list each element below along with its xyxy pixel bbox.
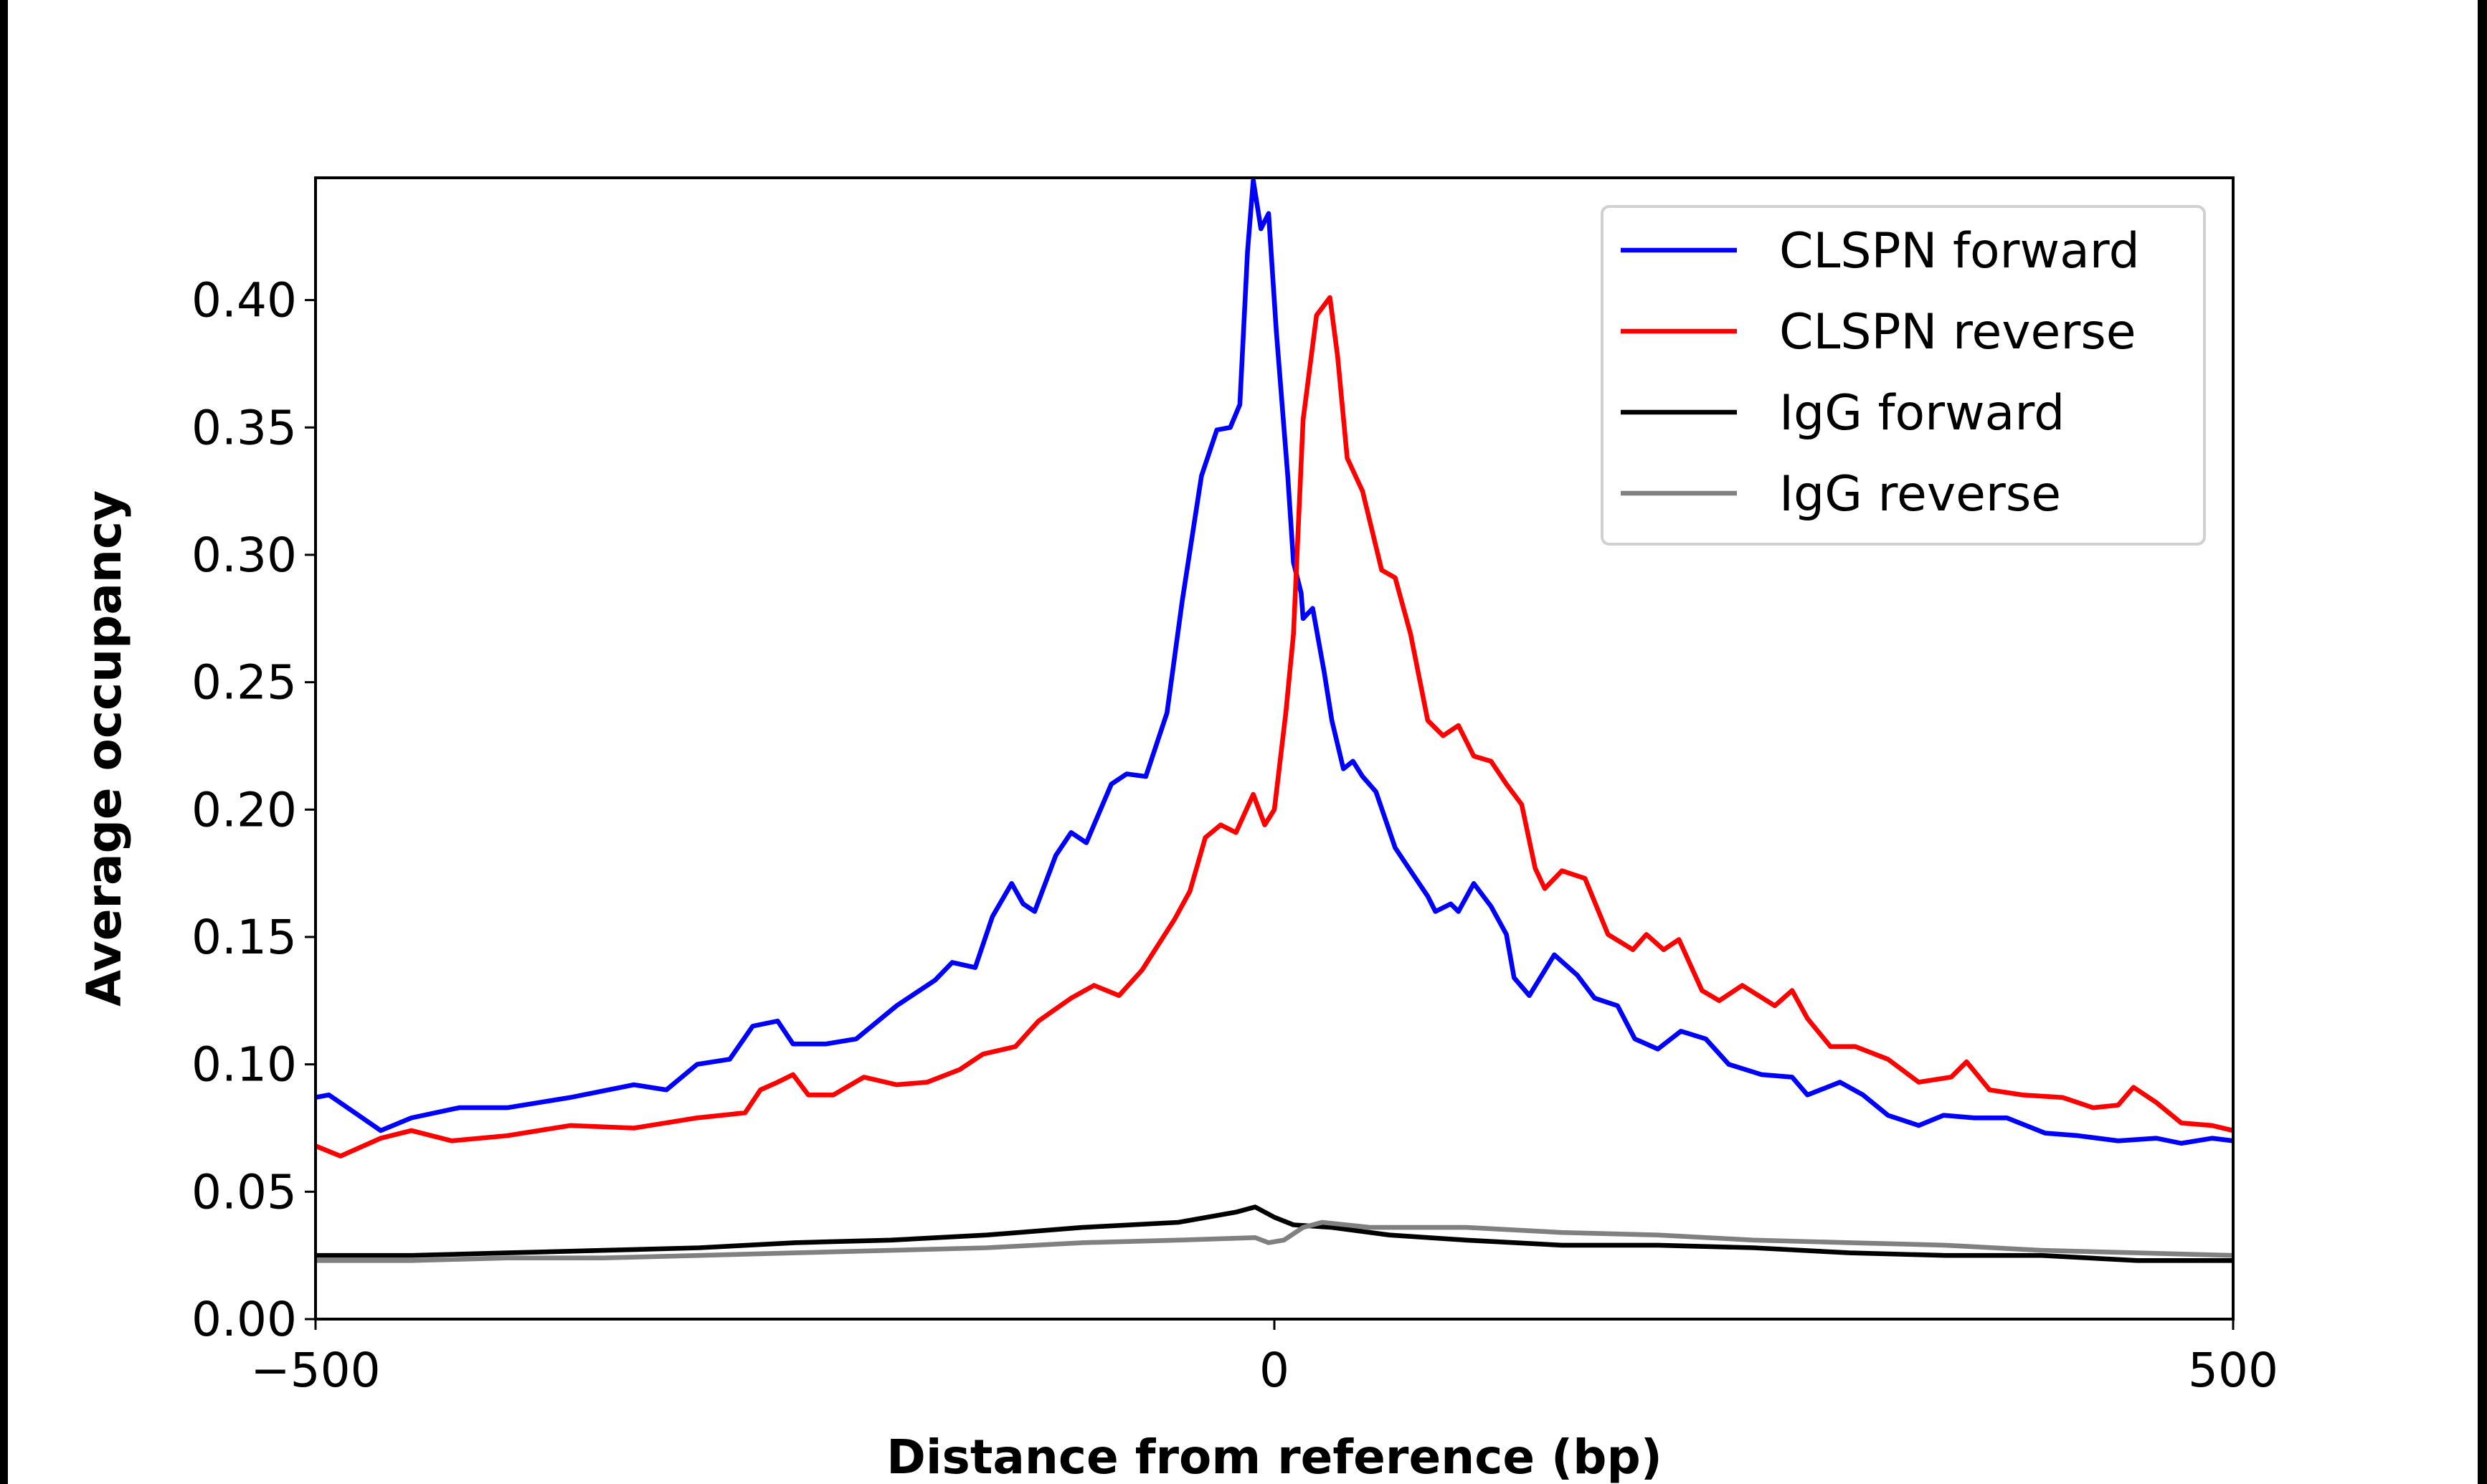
right-border [2478,0,2487,1484]
y-tick-label: 0.15 [191,910,297,965]
series-line-igg-reverse [316,1219,2234,1263]
y-tick-label: 0.05 [191,1164,297,1219]
y-tick-label: 0.25 [191,655,297,710]
y-axis-label: Average occupancy [77,490,132,1007]
legend-label: IgG reverse [1779,466,2061,523]
legend-label: CLSPN reverse [1779,304,2136,361]
series-line-clspn-reverse [314,295,2234,1159]
y-tick-label: 0.10 [191,1037,297,1093]
legend-box [1601,205,2206,546]
x-tick-label: −500 [250,1343,380,1398]
x-axis-label: Distance from reference (bp) [886,1430,1662,1484]
x-tick-label: 0 [1259,1343,1289,1398]
y-tick-label: 0.40 [191,273,297,328]
legend-label: CLSPN forward [1779,223,2140,280]
series-layer [314,178,2234,1263]
left-border [0,0,8,1484]
x-axis: −500 0 500 [250,1319,2278,1398]
y-tick-label: 0.30 [191,528,297,583]
y-tick-label: 0.20 [191,782,297,837]
x-tick-label: 500 [2188,1343,2278,1398]
legend-label: IgG forward [1779,385,2065,442]
series-line-clspn-forward [315,178,2234,1146]
series-line-igg-forward [316,1204,2233,1263]
y-tick-label: 0.35 [191,400,297,455]
legend: CLSPN forward CLSPN reverse IgG forward IgG… [1601,205,2206,546]
y-tick-label: 0.00 [191,1292,297,1347]
y-axis: 0.00 0.05 0.10 0.15 0.20 0.25 0.30 0.35 0.40 [191,273,316,1347]
